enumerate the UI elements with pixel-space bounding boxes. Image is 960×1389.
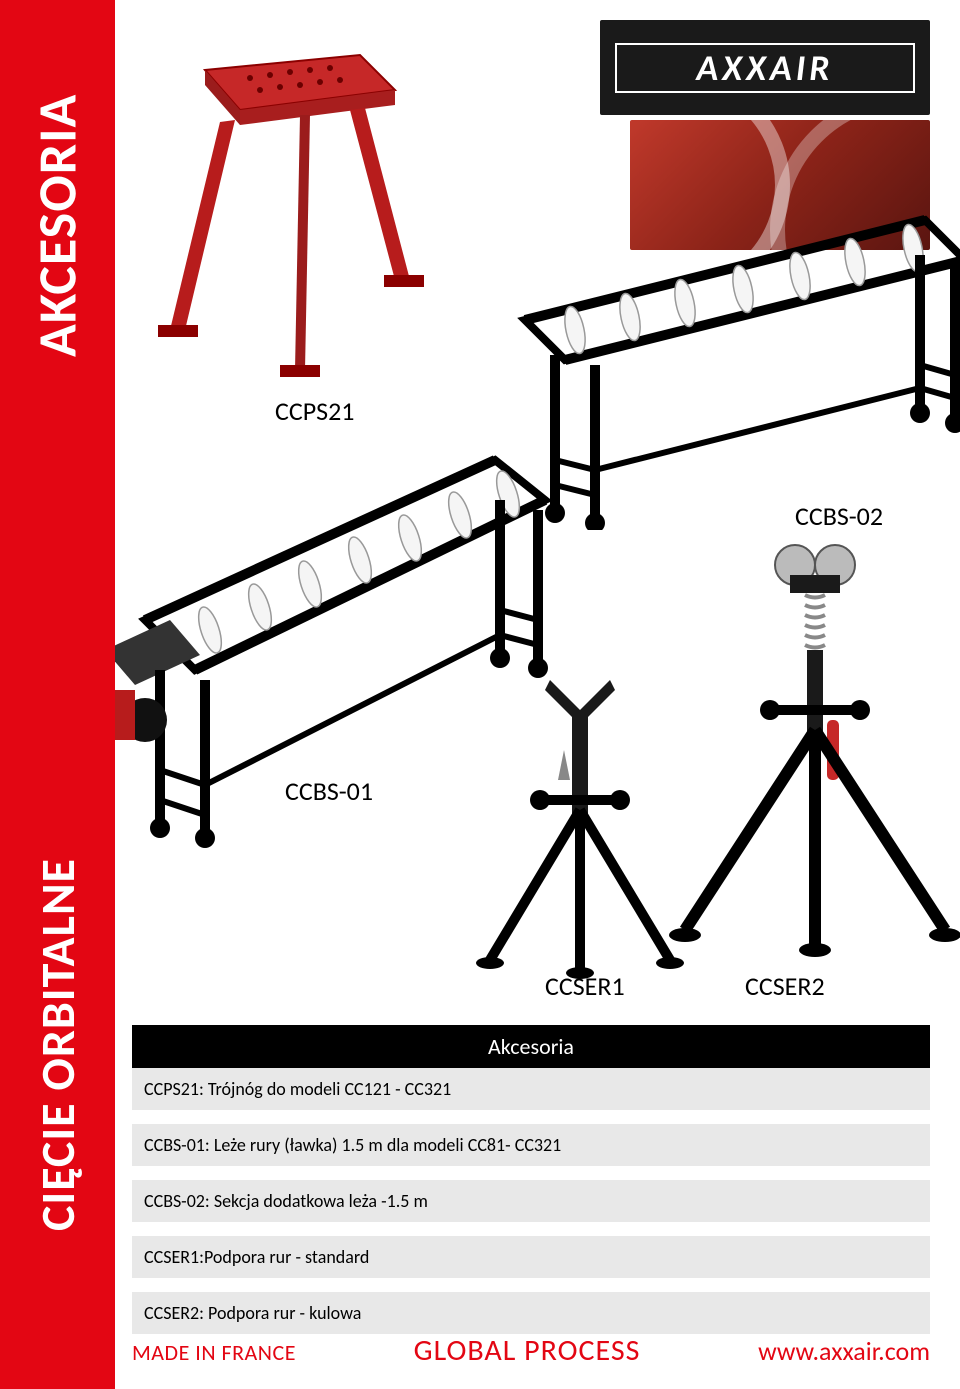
table-row: CCPS21: Trójnóg do modeli CC121 - CC321 [132, 1068, 930, 1110]
table-row: CCSER2: Podpora rur - kulowa [132, 1292, 930, 1334]
sidebar-title-top: AKCESORIA [0, 25, 115, 425]
tripod-image [150, 30, 430, 390]
pipe-stand-1-label: CCSER1 [545, 970, 625, 1002]
pipe-stand-2-image [655, 530, 960, 960]
table-row: CCBS-01: Leże rury (ławka) 1.5 m dla mod… [132, 1124, 930, 1166]
table-row: CCSER1:Podpora rur - standard [132, 1236, 930, 1278]
accessories-table: Akcesoria CCPS21: Trójnóg do modeli CC12… [132, 1025, 930, 1334]
sidebar: AKCESORIA CIĘCIE ORBITALNE [0, 0, 115, 1389]
footer-url: www.axxair.com [758, 1335, 930, 1367]
roller-conveyor-1-label: CCBS-01 [285, 775, 373, 807]
product-area: CCPS21 CCBS-02 [115, 0, 960, 1010]
footer: MADE IN FRANCE GLOBAL PROCESS www.axxair… [132, 1332, 930, 1369]
table-row: CCBS-02: Sekcja dodatkowa leża -1.5 m [132, 1180, 930, 1222]
sidebar-title-bottom: CIĘCIE ORBITALNE [0, 750, 115, 1340]
table-header: Akcesoria [132, 1025, 930, 1068]
roller-conveyor-2-label: CCBS-02 [795, 500, 883, 532]
footer-made-in: MADE IN FRANCE [132, 1339, 296, 1366]
footer-tagline: GLOBAL PROCESS [414, 1332, 641, 1369]
pipe-stand-2-label: CCSER2 [745, 970, 825, 1002]
